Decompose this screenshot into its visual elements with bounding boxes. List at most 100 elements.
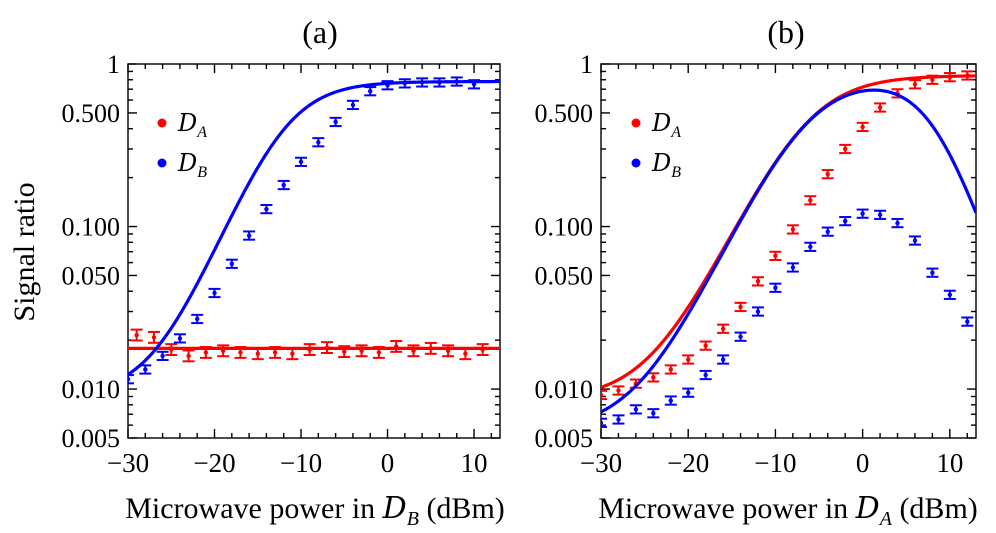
point-marker	[350, 102, 356, 108]
legend-label: DA	[651, 109, 681, 141]
point-marker	[428, 346, 433, 351]
data-point	[926, 74, 939, 85]
data-point	[961, 70, 974, 81]
x-axis-label-symbol: D	[382, 491, 407, 526]
data-point	[416, 77, 429, 88]
legend-entry-D_B: DB	[157, 149, 207, 181]
data-point	[908, 79, 921, 90]
point-marker	[393, 344, 399, 349]
data-point	[260, 203, 273, 215]
legend-marker	[157, 118, 167, 128]
x-axis-label-prefix: Microwave power in	[125, 492, 382, 525]
point-marker	[860, 211, 865, 216]
point-marker	[342, 349, 347, 354]
data-point	[601, 417, 607, 428]
data-point	[130, 328, 143, 342]
point-marker	[471, 82, 477, 87]
y-axis-label: Signal ratio	[8, 182, 41, 321]
y-tick-label: 0.005	[535, 424, 594, 453]
data-point	[821, 226, 834, 237]
panel-title: (b)	[767, 14, 804, 50]
legend-subscript: A	[196, 124, 207, 141]
data-point	[277, 179, 290, 191]
point-marker	[480, 347, 485, 352]
svg-text:Microwave power in DB (dBm): Microwave power in DB (dBm)	[125, 491, 505, 530]
data-point	[682, 354, 695, 365]
data-point	[372, 346, 385, 359]
point-marker	[755, 279, 761, 284]
point-marker	[738, 334, 743, 339]
point-marker	[790, 227, 796, 232]
x-tick-label: −30	[580, 448, 622, 478]
legend-marker	[631, 118, 641, 128]
x-tick-label: 10	[461, 448, 488, 478]
y-tick-label: 0.500	[535, 99, 594, 128]
data-point	[874, 209, 887, 220]
point-marker	[376, 350, 382, 355]
data-point	[346, 99, 359, 111]
data-point	[450, 76, 463, 87]
point-marker	[411, 348, 416, 353]
data-point	[312, 137, 325, 148]
point-marker	[808, 244, 813, 250]
legend-label: DB	[651, 149, 681, 181]
data-point	[165, 343, 178, 357]
legend-label: DB	[177, 149, 207, 181]
data-point	[364, 86, 377, 97]
x-tick-label: −20	[667, 448, 709, 478]
point-marker	[720, 326, 726, 331]
point-marker	[773, 285, 778, 290]
data-point	[459, 347, 472, 361]
data-point	[295, 156, 308, 167]
point-marker	[220, 348, 226, 353]
data-point	[699, 369, 712, 381]
legend-subscript: A	[670, 124, 681, 141]
point-marker	[368, 89, 373, 94]
data-point	[891, 217, 904, 229]
data-point	[128, 374, 134, 385]
data-point	[424, 341, 437, 355]
data-point	[786, 262, 799, 273]
data-point	[682, 387, 695, 398]
y-tick-label: 0.010	[62, 375, 121, 404]
point-marker	[930, 77, 935, 82]
y-tick-label: 0.010	[535, 375, 594, 404]
x-axis-label-suffix: (dBm)	[892, 492, 978, 525]
point-marker	[738, 304, 743, 310]
data-point	[943, 289, 956, 300]
plot-frame	[127, 63, 501, 439]
point-marker	[668, 367, 673, 372]
data-point	[381, 80, 394, 91]
point-marker	[333, 119, 338, 125]
axes	[127, 63, 501, 439]
data-point	[234, 346, 247, 359]
point-marker	[385, 83, 390, 88]
data-point	[191, 313, 204, 325]
point-marker	[720, 357, 726, 362]
data-point	[856, 121, 869, 133]
point-marker	[877, 212, 883, 218]
point-marker	[186, 353, 191, 359]
data-point	[943, 72, 956, 83]
point-marker	[616, 388, 621, 393]
point-marker	[264, 206, 269, 212]
data-point	[225, 258, 238, 269]
point-marker	[359, 348, 364, 353]
point-marker	[445, 348, 451, 353]
point-marker	[316, 140, 321, 145]
x-tick-label: −10	[280, 448, 322, 478]
point-marker	[307, 347, 312, 352]
point-marker	[160, 353, 165, 359]
data-point	[208, 287, 221, 299]
point-marker	[895, 220, 900, 226]
data-point	[612, 385, 625, 396]
data-point	[217, 344, 230, 358]
point-marker	[272, 350, 278, 355]
point-marker	[633, 407, 639, 412]
point-marker	[947, 74, 953, 80]
x-axis-title: Microwave power in DB (dBm)	[125, 491, 505, 530]
data-point	[303, 343, 316, 357]
data-point	[804, 241, 817, 252]
legend-symbol: D	[651, 109, 671, 137]
data-point	[908, 235, 921, 246]
